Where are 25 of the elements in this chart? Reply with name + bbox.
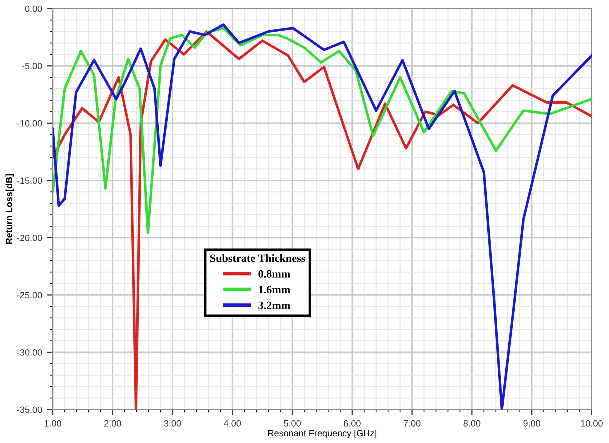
y-axis-title: Return Loss[dB]	[6, 174, 14, 244]
legend-label: 0.8mm	[258, 270, 290, 278]
x-tick-label: 2.00	[104, 420, 122, 427]
y-tick-label: -15.00	[17, 178, 42, 184]
y-tick-label: -25.00	[17, 292, 42, 299]
y-tick-label: 0.00	[25, 6, 42, 12]
legend-label: 1.6mm	[259, 286, 290, 294]
x-tick-label: 6.00	[344, 420, 361, 427]
y-tick-label: -20.00	[17, 234, 42, 242]
x-tick-label: 7.00	[404, 420, 421, 427]
legend-label: 3.2mm	[258, 302, 290, 310]
x-tick-label: 3.00	[164, 420, 182, 427]
y-tick-label: -10.00	[17, 120, 42, 127]
x-tick-label: 9.00	[524, 420, 540, 427]
y-tick-label: -35.00	[17, 406, 42, 414]
x-tick-label: 8.00	[464, 420, 481, 427]
y-tick-label: -5.00	[22, 63, 42, 70]
line-series	[52, 27, 592, 235]
y-tick-label: -30.00	[17, 349, 42, 356]
x-tick-label: 10.00	[581, 420, 603, 427]
legend-title: Substrate Thickness	[210, 254, 306, 262]
x-tick-label: 4.00	[224, 420, 242, 427]
x-tick-label: 1.00	[44, 420, 62, 427]
x-axis-title: Resonant Frequency [GHz]	[268, 430, 377, 438]
x-tick-label: 5.00	[284, 420, 301, 427]
